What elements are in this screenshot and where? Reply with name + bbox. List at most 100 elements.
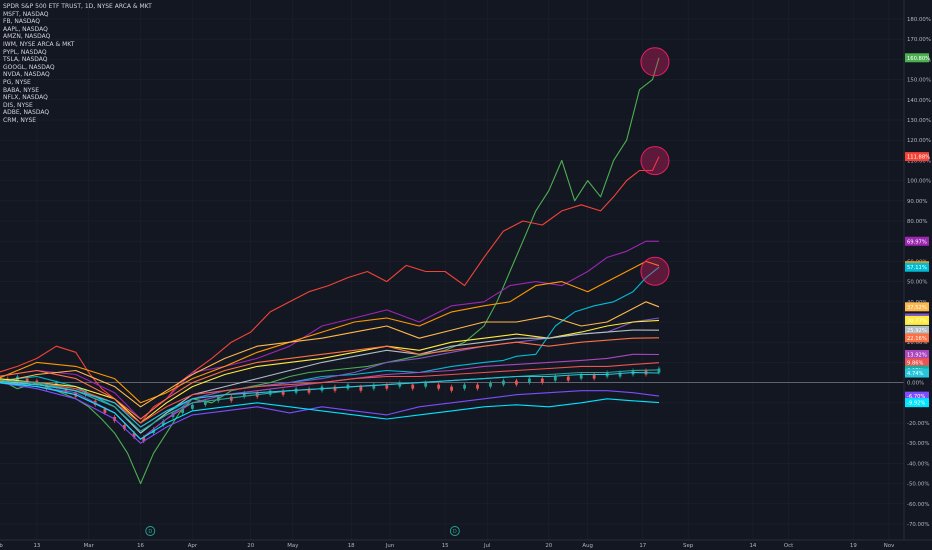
last-value-badge [905,315,929,325]
legend-item-5[interactable]: IWM, NYSE ARCA & MKT [3,40,75,48]
legend-item-11[interactable]: BABA, NYSE [3,86,40,94]
last-value-badge [905,152,929,162]
highlight-circle [640,47,670,77]
last-value-label: 30.77% [907,318,927,324]
series-line-1 [0,156,660,424]
legend-item-13[interactable]: DIS, NYSE [3,101,33,109]
candle-body [437,384,441,389]
highlight-circle [640,256,670,286]
y-tick-label: -50.00% [907,482,930,488]
x-tick-label: Oct [784,543,793,549]
legend-item-12[interactable]: NFLX, NASDAQ [3,94,48,102]
last-value-label: 22.16% [907,336,927,342]
last-value-badge [905,236,929,246]
legend-item-9[interactable]: NVDA, NASDAQ [3,71,50,79]
series-line-12 [0,369,660,432]
last-value-label: 9.86% [907,361,924,367]
x-tick-label: 20 [247,543,254,549]
legend-item-15[interactable]: CRM, NYSE [3,116,37,124]
series-line-11 [0,362,660,424]
candle-body [132,433,136,438]
x-tick-label: Aug [582,543,593,549]
x-tick-label: Nov [884,543,895,549]
candle-body [450,386,453,391]
legend-item-1[interactable]: MSFT, NASDAQ [3,10,49,18]
candle-body [181,408,185,413]
x-tick-label: Jun [385,543,394,549]
candle-body [385,384,389,389]
series-line-15 [0,382,660,440]
candle-body [191,404,194,409]
y-tick-label: -40.00% [907,461,930,467]
candle-body [489,382,492,387]
candle-body [142,437,146,442]
y-tick-label: -60.00% [907,502,930,508]
grid [0,0,904,540]
last-value-badge [905,391,929,401]
legend-item-3[interactable]: AAPL, NASDAQ [3,25,48,33]
legend-item-10[interactable]: PG, NYSE [3,78,31,86]
x-tick-label: Apr [188,543,198,549]
candle-body [553,376,557,381]
series-line-13 [0,371,660,428]
last-value-badge [905,398,929,408]
legend-item-7[interactable]: TSLA, NASDAQ [3,56,48,64]
last-value-label: 4.74% [907,371,924,377]
y-tick-label: 80.00% [907,219,928,225]
last-value-label: -6.70% [907,394,925,400]
y-tick-label: -30.00% [907,441,930,447]
candle-body [463,384,466,389]
highlight-circle [640,146,670,176]
series-line-7 [0,319,660,424]
last-value-badge [905,302,929,312]
x-tick-label: 13 [33,543,40,549]
x-tick-label: 18 [348,543,355,549]
x-tick-label: 15 [442,543,449,549]
y-tick-label: 90.00% [907,199,928,205]
candle-body [359,386,363,391]
y-tick-label: 0.00% [907,381,924,387]
legend-item-14[interactable]: ADBE, NASDAQ [3,109,50,117]
last-value-label: 13.92% [907,352,927,358]
candle-body [103,408,107,413]
candle-body [502,380,505,385]
last-value-label: 37.52% [907,305,927,311]
legend-item-0[interactable]: SPDR S&P 500 ETF TRUST, 1D, NYSE ARCA & … [3,3,152,10]
x-tick-label: 20 [545,543,552,549]
legend-item-2[interactable]: FB, NASDAQ [3,18,41,26]
x-tick-label: 19 [850,543,857,549]
series-line-3 [0,260,660,404]
candle-body [618,372,622,377]
x-tick-label: Feb [0,543,3,549]
candle-body [122,425,126,430]
y-tick-label: 140.00% [907,98,931,104]
x-tick-label: Mar [84,543,95,549]
series-line-14 [0,382,660,444]
candle-body [657,368,661,373]
last-value-label: 160.80% [907,56,930,62]
candle-body [398,382,402,387]
legend-item-4[interactable]: AMZN, NASDAQ [3,33,51,41]
dividend-marker-label: D [453,529,457,535]
candle-body [161,421,165,425]
candle-body [527,378,531,383]
last-value-label: 57.11% [907,265,927,271]
y-tick-label: 110.00% [907,158,931,164]
series-line-9 [0,337,660,420]
y-tick-label: 120.00% [907,138,931,144]
last-value-label: 69.97% [907,239,927,245]
last-value-label: -9.92% [907,401,925,407]
x-tick-label: 16 [137,543,144,549]
candle-body [540,378,544,383]
legend-item-8[interactable]: GOOGL, NASDAQ [3,63,55,71]
candle-body [515,380,518,385]
legend-item-6[interactable]: PYPL, NASDAQ [3,48,47,56]
candle-body [25,378,29,383]
candle-body [566,376,570,381]
candle-body [592,374,596,379]
y-tick-label: -70.00% [907,522,930,528]
candle-body [229,396,233,401]
highlight-circles [640,47,670,286]
time-scale-panel [0,540,932,550]
